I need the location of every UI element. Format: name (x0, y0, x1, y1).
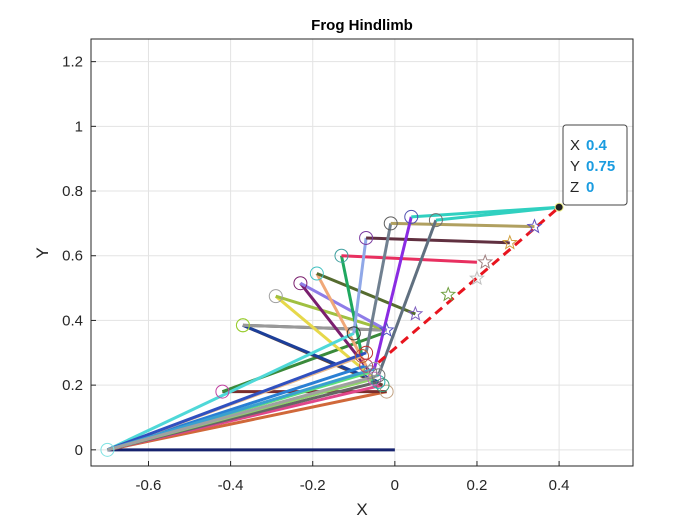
x-tick-label: 0.4 (549, 477, 570, 494)
knee-joint-marker (355, 349, 369, 364)
shank-segment (364, 223, 393, 354)
datatip-label: Y (570, 158, 580, 175)
ankle-joint-marker (383, 216, 398, 231)
y-tick-label: 1.2 (62, 54, 83, 71)
foot-segment (366, 236, 510, 245)
datatip-box (562, 124, 628, 206)
y-axis-label: Y (33, 247, 52, 258)
datatip-label: Z (570, 179, 579, 196)
x-tick-label: -0.2 (300, 477, 326, 494)
shank-segment (377, 219, 438, 376)
datatip-value: 0.4 (586, 137, 608, 154)
ankle-joint-marker (268, 289, 283, 304)
y-tick-label: 0.8 (62, 183, 83, 200)
ankle-joint-marker (359, 230, 374, 245)
trajectory-line (377, 206, 561, 364)
y-tick-label: 0.4 (62, 312, 83, 329)
ankle-joint-marker (404, 209, 419, 224)
x-tick-label: -0.4 (218, 477, 244, 494)
ankle-joint-marker (309, 266, 324, 281)
shank-segment (352, 237, 368, 334)
axes-box (90, 38, 634, 467)
tip-star-marker (526, 218, 543, 234)
foot-segment (435, 205, 560, 222)
x-axis-label: X (356, 500, 367, 519)
hip-joint-marker (100, 442, 115, 457)
ankle-joint-marker (334, 248, 349, 263)
foot-segment (316, 272, 416, 316)
datatip-label: X (570, 137, 580, 154)
ankle-joint-marker (293, 276, 308, 291)
knee-joint-marker (371, 374, 386, 389)
thigh-segment (106, 332, 355, 452)
y-tick-label: 0.2 (62, 377, 83, 394)
knee-joint-marker (346, 326, 361, 341)
y-tick-label: 0 (75, 442, 83, 459)
tip-star-marker (440, 286, 457, 302)
axes: -0.6 -0.4 -0.2 0 0.2 0.4 0 0.2 0.4 0.6 0.8 1 1.2 (62, 38, 634, 494)
x-tick-label: 0.2 (467, 477, 488, 494)
grid (91, 39, 633, 466)
knee-joint-marker (359, 345, 374, 360)
shank-segment (274, 295, 376, 380)
tip-star-marker (477, 253, 494, 270)
thigh-segment (106, 351, 367, 452)
x-tick-label: -0.6 (136, 477, 162, 494)
markers (100, 209, 543, 457)
ankle-joint-marker (428, 213, 443, 228)
y-tick-label: 1 (75, 118, 83, 135)
knee-joint-marker (371, 368, 386, 383)
datatip-value: 0 (586, 179, 594, 196)
datatip-point-marker (554, 202, 564, 212)
shank-segment (372, 216, 413, 370)
tip-star-marker (468, 269, 485, 286)
tip-star-marker (378, 321, 395, 337)
data-tip[interactable]: X 0.4 Y 0.75 Z 0 (554, 124, 628, 212)
ankle-joint-marker (235, 318, 250, 333)
y-tick-label: 0.6 (62, 248, 83, 265)
tip-star-marker (407, 305, 424, 321)
series (106, 205, 561, 452)
datatip-value: 0.75 (586, 158, 615, 175)
foot-segment (390, 221, 535, 229)
plot-background (91, 39, 633, 466)
foot-segment (275, 294, 388, 332)
chart-title: Frog Hindlimb (311, 17, 413, 34)
shank-segment (340, 255, 364, 357)
ankle-joint-marker (215, 384, 230, 399)
x-tick-label: 0 (391, 477, 399, 494)
tip-star-marker (501, 234, 518, 250)
thigh-segment (107, 373, 379, 452)
